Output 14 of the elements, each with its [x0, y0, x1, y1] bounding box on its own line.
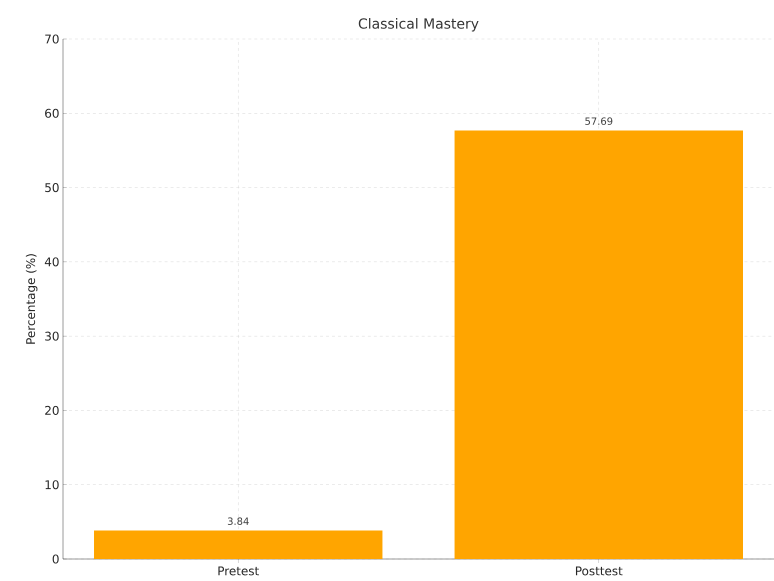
y-tick-label: 10 — [46, 480, 59, 490]
chart-title: Classical Mastery — [358, 18, 479, 32]
y-tick-label: 30 — [45, 332, 59, 341]
y-tick-label: 70 — [45, 34, 59, 44]
y-tick-label: 0 — [52, 554, 59, 564]
y-tick-label: 20 — [45, 406, 59, 415]
x-tick-label: Pretest — [218, 566, 259, 576]
y-tick-label: 40 — [44, 257, 59, 266]
y-axis-title: Percentage (%) — [26, 254, 38, 344]
x-tick-label: Posttest — [576, 566, 622, 576]
y-tick-label: 60 — [45, 108, 59, 118]
y-tick-label: 50 — [45, 183, 59, 192]
data-label: 3.84 — [228, 517, 249, 525]
data-label: 57.69 — [585, 117, 612, 125]
